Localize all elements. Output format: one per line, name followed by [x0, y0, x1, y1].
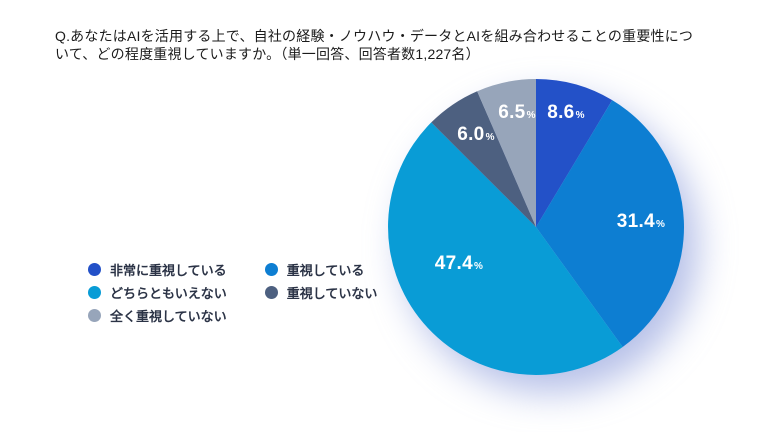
slice-value-label-4: 6.5%: [498, 102, 536, 124]
legend-column-1: 非常に重視している どちらともいえない 全く重視していない: [88, 258, 227, 327]
legend-item-label: 重視している: [286, 263, 365, 278]
question-title-line1: Q.あなたはAIを活用する上で、自社の経験・ノウハウ・データとAIを組み合わせる…: [55, 28, 694, 44]
legend-column-2: 重視している 重視していない: [264, 258, 378, 327]
slice-value: 8.6: [547, 102, 575, 123]
pie-slice-1: [536, 100, 684, 347]
pie-slice-3: [431, 91, 536, 227]
percent-sign: %: [473, 261, 484, 272]
legend-dot-icon: [264, 286, 278, 299]
legend-dot-icon: [88, 286, 101, 299]
slice-value-label-0: 8.6%: [547, 102, 585, 124]
question-title-line2: いて、どの程度重視していますか。（単一回答、回答者数1,227名）: [55, 45, 480, 62]
percent-sign: %: [575, 110, 585, 121]
legend-dot-icon: [264, 263, 278, 276]
legend-item-1: 重視している: [264, 258, 378, 281]
legend-item-2: どちらともいえない: [88, 281, 227, 304]
slice-value: 6.0: [457, 124, 485, 145]
percent-sign: %: [526, 110, 536, 121]
legend-item-label: 全く重視していない: [110, 309, 227, 324]
legend-item-label: 重視していない: [286, 286, 378, 301]
slice-value: 31.4: [616, 211, 655, 232]
legend: 非常に重視している どちらともいえない 全く重視していない 重視している 重視していない: [88, 258, 377, 327]
question-title: Q.あなたはAIを活用する上で、自社の経験・ノウハウ・データとAIを組み合わせる…: [55, 28, 725, 63]
slice-value-label-3: 6.0%: [457, 124, 495, 146]
legend-item-label: 非常に重視している: [110, 263, 227, 278]
slice-value-label-2: 47.4%: [435, 253, 483, 275]
legend-item-4: 全く重視していない: [88, 304, 227, 327]
pie-slice-4: [477, 79, 536, 227]
legend-dot-icon: [88, 309, 101, 322]
legend-item-0: 非常に重視している: [88, 258, 227, 281]
slice-value: 6.5: [498, 102, 526, 123]
pie-slice-0: [536, 79, 613, 227]
percent-sign: %: [485, 132, 495, 143]
slice-value-label-1: 31.4%: [617, 211, 665, 233]
percent-sign: %: [655, 219, 666, 230]
legend-item-3: 重視していない: [264, 281, 378, 304]
legend-dot-icon: [88, 263, 101, 276]
pie-slice-2: [388, 122, 623, 375]
legend-item-label: どちらともいえない: [110, 286, 227, 301]
slice-value: 47.4: [434, 253, 473, 274]
